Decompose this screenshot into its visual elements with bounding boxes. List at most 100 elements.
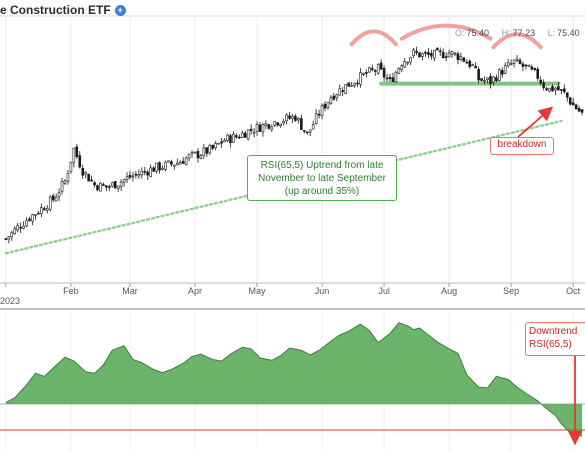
candle-body — [545, 88, 548, 91]
candle — [40, 203, 43, 218]
candle — [376, 63, 380, 75]
candle-body — [453, 52, 457, 55]
candle-body — [533, 67, 537, 71]
uptrend-line-1: RSI(65,5) Uptrend from late — [260, 160, 384, 171]
candle-body — [125, 176, 129, 180]
candle — [459, 52, 463, 62]
candle — [341, 86, 345, 96]
high-key: H: — [501, 28, 511, 38]
candle-body — [45, 208, 49, 211]
x-tick-label: Oct — [566, 286, 581, 296]
arrow-layer — [517, 106, 583, 446]
candle-body — [78, 155, 82, 168]
candle-body — [359, 72, 362, 85]
candle-body — [294, 115, 297, 121]
breakdown-annotation: breakdown — [490, 137, 554, 155]
candle-body — [397, 68, 401, 74]
candle-body — [444, 56, 448, 58]
candle-body — [87, 173, 90, 182]
candle-body — [368, 67, 371, 73]
candle — [311, 120, 315, 130]
candle — [149, 164, 152, 178]
candle — [424, 50, 427, 57]
candle-body — [450, 51, 454, 55]
candle — [69, 161, 73, 174]
candle-body — [193, 151, 197, 154]
candle-body — [22, 225, 25, 229]
plus-circle-icon[interactable]: + — [114, 5, 126, 16]
breakdown-arrow — [517, 106, 554, 138]
candle-body — [187, 154, 191, 159]
candle — [196, 148, 200, 163]
candle — [536, 66, 540, 81]
candle — [468, 59, 472, 69]
candle-body — [34, 214, 37, 216]
candle-body — [19, 226, 22, 229]
candle-body — [190, 151, 194, 154]
candle — [450, 50, 454, 59]
candle-body — [512, 59, 516, 64]
candle — [438, 47, 442, 57]
candle — [273, 120, 277, 128]
x-tick-label: May — [249, 286, 267, 296]
candle — [480, 77, 483, 82]
candle — [187, 153, 191, 162]
candle — [373, 68, 377, 77]
candle-body — [270, 126, 274, 130]
candle — [96, 184, 99, 192]
candle-body — [403, 61, 407, 68]
candle-body — [261, 124, 265, 133]
candle — [560, 89, 563, 95]
candle — [471, 63, 475, 67]
candle-body — [311, 124, 315, 130]
candle-body — [28, 218, 31, 221]
candle-body — [515, 58, 519, 61]
candle-body — [276, 122, 280, 126]
candle-body — [435, 48, 439, 51]
candle — [365, 69, 368, 78]
candle-body — [37, 212, 40, 215]
candle — [542, 79, 545, 91]
candle-body — [509, 63, 513, 65]
candle — [314, 109, 318, 125]
candle-body — [527, 64, 531, 67]
candle-body — [240, 132, 244, 138]
candle-body — [297, 118, 300, 121]
candle-body — [173, 164, 176, 167]
candle — [394, 70, 398, 83]
downtrend-annotation: Downtrend RSI(65,5) — [525, 322, 585, 356]
candle-body — [379, 62, 383, 70]
candle-body — [211, 144, 215, 149]
candle-body — [119, 181, 123, 187]
candle-body — [571, 102, 575, 106]
candle-body — [563, 88, 566, 93]
candle-body — [288, 115, 291, 119]
candle — [170, 159, 173, 167]
candle-body — [430, 52, 433, 57]
candle-body — [282, 121, 285, 124]
candle-body — [554, 87, 557, 91]
candle — [214, 140, 217, 151]
candle-body — [350, 84, 353, 87]
candle-body — [16, 225, 20, 231]
candle-body — [202, 147, 206, 156]
candle — [81, 164, 85, 179]
candle-body — [134, 173, 138, 176]
candle — [515, 55, 519, 63]
candle — [220, 137, 223, 148]
candle-body — [373, 70, 377, 72]
candle — [202, 144, 206, 159]
candle — [406, 61, 410, 66]
candle — [282, 119, 285, 126]
candle — [267, 123, 271, 131]
candle — [238, 134, 241, 140]
candle — [421, 52, 424, 61]
candle — [246, 129, 250, 141]
candle-body — [521, 63, 525, 67]
candle — [108, 184, 111, 192]
candle — [418, 52, 421, 58]
candle — [474, 62, 477, 69]
candle-body — [128, 174, 132, 178]
candle-body — [300, 118, 303, 130]
